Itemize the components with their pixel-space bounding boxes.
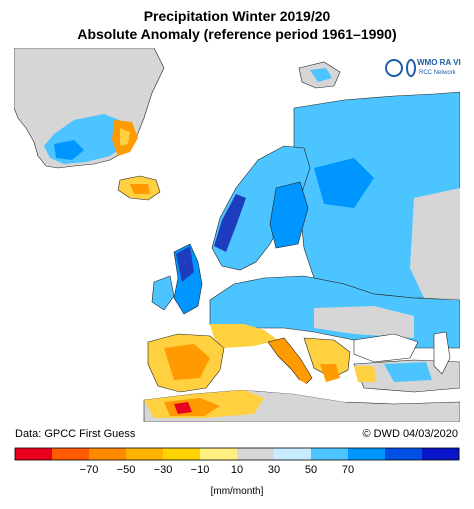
turkey-dry xyxy=(354,366,376,382)
svalbard-wet xyxy=(310,68,332,82)
legend-swatch xyxy=(274,448,312,460)
scandinavia xyxy=(211,145,311,271)
balkans xyxy=(303,337,351,379)
credit-date-label: © DWD 04/03/2020 xyxy=(362,428,458,440)
logo-text-line1: WMO RA VI xyxy=(417,58,461,67)
legend-swatch xyxy=(89,448,127,460)
legend-swatch xyxy=(237,448,275,460)
iberia-dry-medium xyxy=(164,344,210,380)
legend-tick-label: 10 xyxy=(231,464,243,476)
legend-frame xyxy=(14,447,460,461)
black-sea xyxy=(353,333,419,363)
chart-title: Precipitation Winter 2019/20 xyxy=(143,8,331,24)
legend-swatch xyxy=(311,448,349,460)
france-alps xyxy=(210,324,278,348)
iceland-dry-core xyxy=(130,184,150,194)
legend-swatch xyxy=(15,448,53,460)
map-svg xyxy=(14,48,460,422)
legend-color-bar xyxy=(14,447,460,461)
russia-neutral-patch xyxy=(410,188,460,298)
wmo-emblem-icon xyxy=(385,59,403,77)
legend-swatch xyxy=(348,448,386,460)
legend-swatch xyxy=(422,448,460,460)
greece-dry-strong xyxy=(320,364,340,382)
legend-tick-label: −10 xyxy=(191,464,210,476)
mediterranean-sea xyxy=(214,366,394,402)
rcc-emblem-icon xyxy=(406,59,416,77)
legend-tick-labels: −70 −50 −30 −10 10 30 50 70 xyxy=(80,464,354,476)
logo-text-line2: RCC Network xyxy=(419,70,456,76)
norway-strong-wet xyxy=(214,194,246,252)
data-source-label: Data: GPCC First Guess xyxy=(15,428,136,440)
central-europe-neutral xyxy=(314,306,414,338)
legend-tick-label: 30 xyxy=(268,464,280,476)
ireland xyxy=(151,275,175,311)
russia-strong-wet xyxy=(314,158,374,208)
legend-swatch xyxy=(163,448,201,460)
legend-tick-label: −30 xyxy=(154,464,173,476)
caspian-sea xyxy=(433,331,451,375)
scotland-strong-wet xyxy=(176,246,194,282)
legend-tick-label: −70 xyxy=(80,464,99,476)
legend-swatch xyxy=(385,448,423,460)
legend-tick-label: −50 xyxy=(117,464,136,476)
legend-swatch xyxy=(126,448,164,460)
wmo-rcc-logo: WMO RA VI RCC Network xyxy=(382,55,461,83)
turkey-wet xyxy=(384,362,432,382)
chart-subtitle: Absolute Anomaly (reference period 1961–… xyxy=(77,26,397,42)
precipitation-anomaly-map xyxy=(14,48,460,422)
greenland-wet-south xyxy=(54,140,84,160)
italy xyxy=(267,337,313,387)
legend-swatch xyxy=(200,448,238,460)
greenland-dry-core xyxy=(120,128,130,146)
morocco-dry-extreme xyxy=(174,402,192,414)
legend-tick-label: 50 xyxy=(305,464,317,476)
legend-unit-label: [mm/month] xyxy=(210,486,264,497)
legend-tick-label: 70 xyxy=(342,464,354,476)
legend-swatch xyxy=(52,448,90,460)
finland xyxy=(269,181,309,249)
